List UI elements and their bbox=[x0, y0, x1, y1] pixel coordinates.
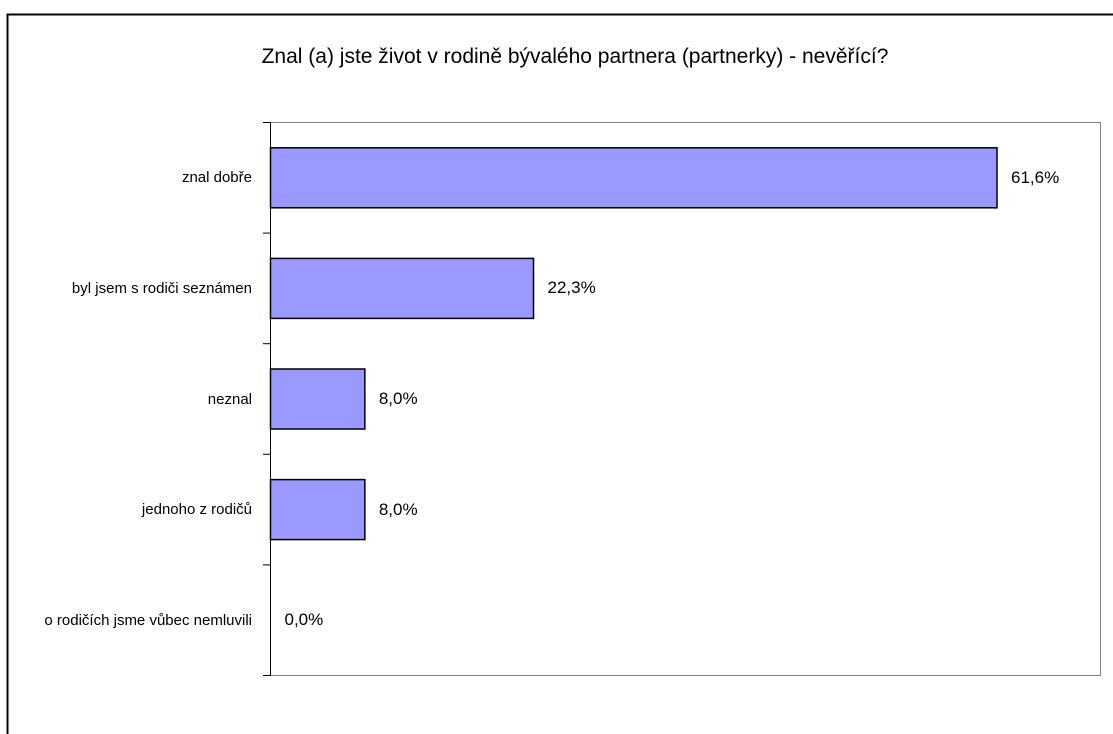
y-tick-label: o rodičích jsme vůbec nemluvili bbox=[44, 611, 252, 629]
chart-title: Znal (a) jste život v rodině bývalého pa… bbox=[261, 45, 889, 68]
bar bbox=[269, 147, 998, 209]
y-tick-label: znal dobře bbox=[181, 169, 252, 187]
data-label: 0,0% bbox=[284, 610, 324, 630]
data-label: 61,6% bbox=[1011, 167, 1060, 187]
chart-border bbox=[6, 13, 1113, 734]
data-label: 8,0% bbox=[378, 499, 418, 519]
data-label: 8,0% bbox=[378, 389, 418, 408]
y-tick-label: jednoho z rodičů bbox=[141, 501, 252, 519]
y-tick-label: byl jsem s rodiči seznámen bbox=[71, 279, 252, 297]
data-label: 22,3% bbox=[547, 278, 596, 298]
y-tick-label: neznal bbox=[207, 390, 252, 408]
bar bbox=[269, 257, 535, 320]
bar bbox=[269, 478, 366, 541]
bar bbox=[269, 368, 366, 430]
